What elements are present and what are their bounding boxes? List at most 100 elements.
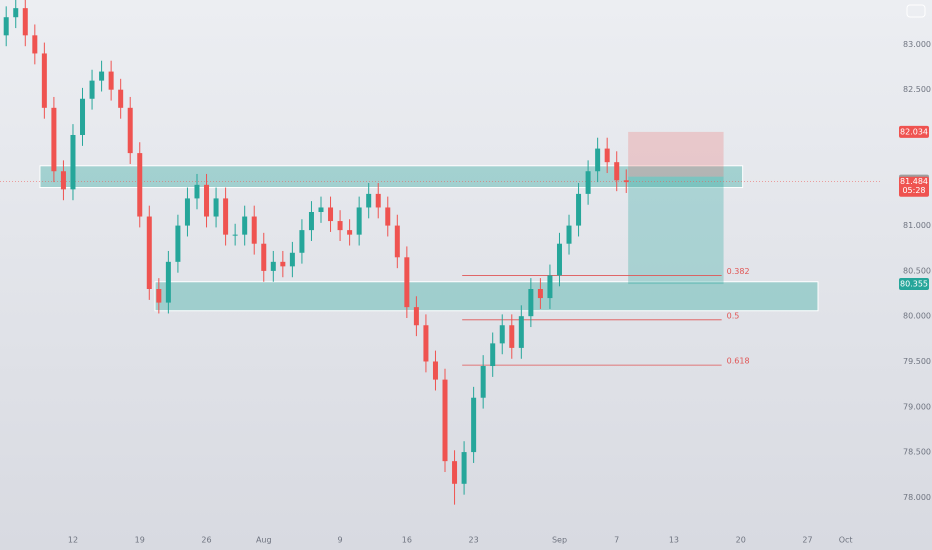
- candle-body: [452, 461, 458, 484]
- candle-body: [394, 225, 400, 258]
- candle-body: [270, 261, 276, 271]
- candle-body: [146, 216, 152, 290]
- x-tick-label: 9: [338, 536, 343, 545]
- candle-body: [99, 71, 105, 81]
- x-tick-label: 7: [614, 536, 619, 545]
- y-tick-label: 80.500: [903, 266, 931, 275]
- candle-body: [194, 184, 200, 199]
- candle-body: [337, 221, 343, 231]
- countdown-label: 05:28: [902, 186, 925, 195]
- support-zone: [154, 281, 819, 312]
- candle-body: [184, 198, 190, 226]
- candle-body: [442, 379, 448, 462]
- stop-zone: [628, 131, 724, 177]
- fib-label: 0.618: [727, 357, 750, 366]
- candle-body: [118, 89, 124, 108]
- candle-body: [318, 207, 324, 212]
- y-tick-label: 79.000: [903, 402, 931, 411]
- x-tick-label: 12: [68, 536, 78, 545]
- candle-body: [366, 193, 372, 208]
- candle-body: [80, 98, 86, 135]
- candle-body: [41, 53, 47, 108]
- candle-body: [556, 243, 562, 276]
- support-zone: [39, 165, 744, 189]
- y-tick-label: 81.000: [903, 221, 931, 230]
- x-tick-label: 16: [402, 536, 412, 545]
- candle-body: [165, 261, 171, 303]
- candle-body: [537, 289, 543, 299]
- price-label: 82.034: [900, 127, 928, 136]
- candle-body: [604, 148, 610, 163]
- plot: 0.382 0.5 0.618: [0, 0, 880, 505]
- candle-body: [461, 452, 467, 484]
- candle-body: [576, 193, 582, 226]
- candle-body: [251, 216, 257, 244]
- candle-body: [299, 230, 305, 253]
- candle-body: [280, 261, 286, 267]
- candle-body: [471, 397, 477, 453]
- x-tick-label: 13: [669, 536, 679, 545]
- candle-body: [204, 184, 210, 217]
- candle-body: [328, 207, 334, 222]
- candle-body: [423, 325, 429, 362]
- candle-body: [32, 35, 38, 54]
- candle-body: [595, 148, 601, 172]
- candle-body: [13, 8, 19, 18]
- candle-body: [509, 325, 515, 348]
- menu-button[interactable]: [906, 4, 926, 18]
- candle-body: [223, 198, 229, 235]
- candle-body: [3, 17, 9, 36]
- y-tick-label: 80.000: [903, 312, 931, 321]
- axes: 83.000 82.500 81.000 80.500 80.000 79.500 79.0…: [68, 40, 931, 545]
- y-tick-label: 79.500: [903, 357, 931, 366]
- target-zone: [628, 176, 724, 285]
- last-price-label: 81.484: [900, 177, 928, 186]
- candle-body: [566, 225, 572, 244]
- candle-body: [528, 289, 534, 317]
- candle-body: [22, 8, 28, 36]
- candle-body: [89, 80, 95, 99]
- x-tick-label: 20: [736, 536, 746, 545]
- candle-body: [51, 107, 57, 172]
- x-tick-label: 26: [201, 536, 211, 545]
- candle-body: [261, 243, 267, 271]
- candle-body: [413, 307, 419, 326]
- candle-body: [156, 289, 162, 303]
- x-tick-label: 23: [469, 536, 479, 545]
- fib-label: 0.5: [727, 311, 740, 320]
- x-tick-label: Oct: [839, 536, 853, 545]
- candle-body: [308, 212, 314, 231]
- candle-body: [242, 216, 248, 235]
- candle-body: [289, 252, 295, 267]
- y-tick-label: 82.500: [903, 85, 931, 94]
- candle-body: [432, 361, 438, 380]
- price-label-bg: [899, 278, 929, 291]
- candle-body: [404, 257, 410, 308]
- candle-body: [375, 193, 381, 208]
- price-label: 80.355: [900, 280, 928, 289]
- candle-body: [213, 198, 219, 217]
- last-price-bg: [899, 176, 929, 197]
- candle-body: [347, 230, 353, 235]
- candle-body: [127, 107, 133, 154]
- candle-body: [175, 225, 181, 262]
- candle-body: [385, 207, 391, 226]
- y-tick-label: 78.500: [903, 448, 931, 457]
- candle-body: [499, 325, 505, 344]
- candle-body: [108, 71, 114, 90]
- candle-body: [137, 153, 143, 217]
- x-tick-label: 19: [135, 536, 145, 545]
- candle-body: [623, 180, 629, 183]
- candle-body: [585, 171, 591, 194]
- candle-body: [70, 134, 76, 190]
- candle-body: [490, 343, 496, 367]
- y-tick-label: 83.000: [903, 40, 931, 49]
- candle-body: [547, 275, 553, 299]
- x-tick-label: Aug: [256, 536, 272, 545]
- fib-label: 0.382: [727, 267, 750, 276]
- candle-body: [356, 207, 362, 235]
- candle-body: [60, 171, 66, 190]
- candle-body: [480, 366, 486, 398]
